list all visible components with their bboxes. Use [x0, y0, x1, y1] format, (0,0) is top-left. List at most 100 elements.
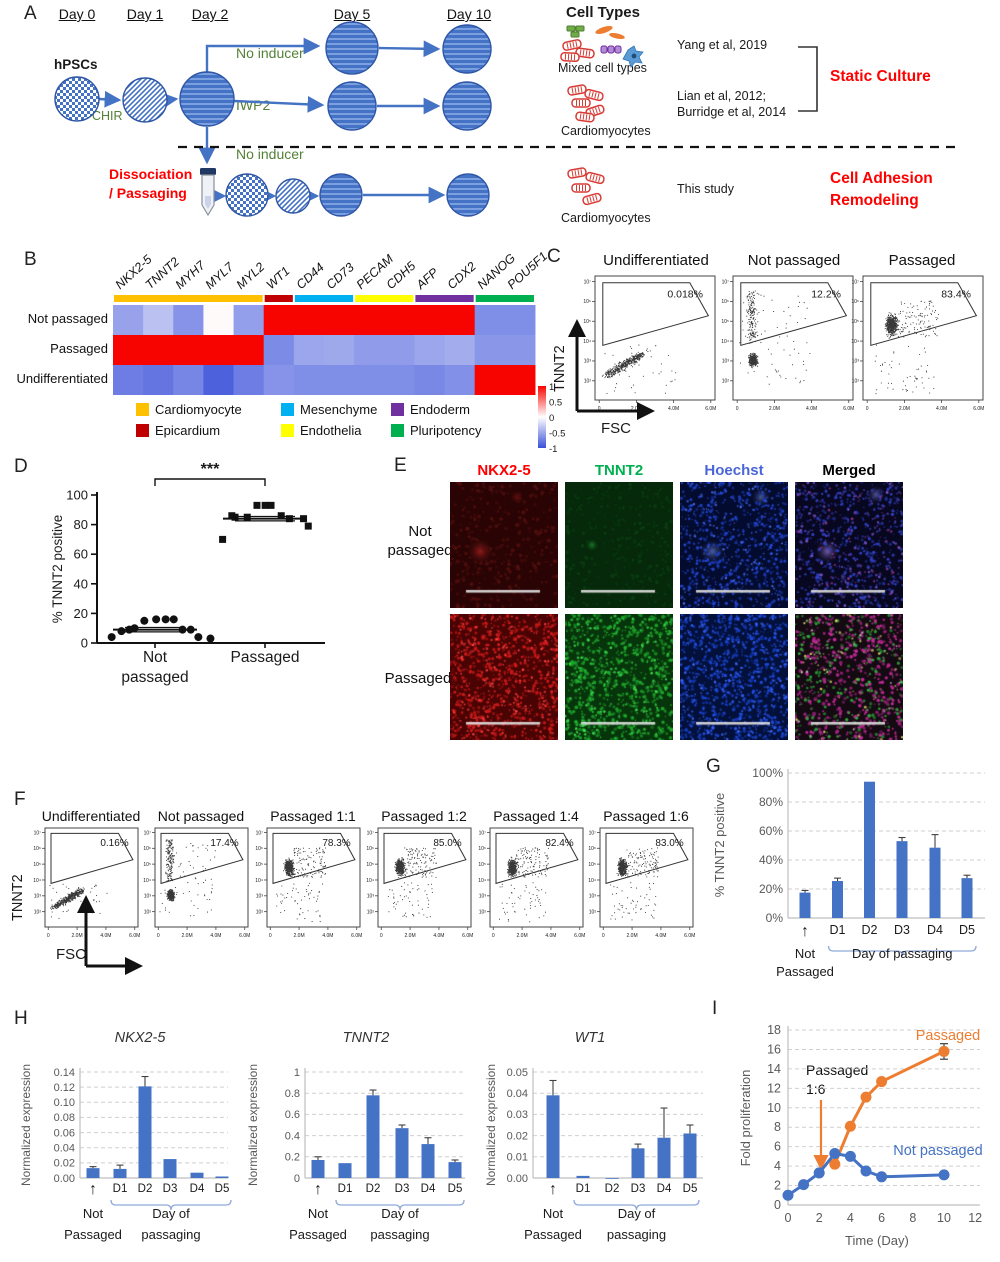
ytick: 0: [294, 1173, 300, 1185]
flow-ytick: 10³: [34, 894, 42, 900]
cell-adhesion-label-1: Cell Adhesion: [830, 170, 933, 187]
flow-ytick: 10⁶: [33, 846, 41, 852]
static-culture-label: Static Culture: [830, 68, 931, 85]
micrograph-passaged-nkx25: [450, 614, 558, 740]
flow-gate: [383, 832, 467, 885]
tube-icon: [200, 168, 216, 217]
heatmap-cell: [263, 335, 295, 365]
panel-label-a: A: [24, 3, 37, 24]
day-1-label: Day 1: [126, 6, 164, 22]
data-point: [169, 615, 178, 624]
e-row2-passaged: Passaged: [384, 670, 452, 687]
d-ytick: 100: [66, 488, 88, 503]
flow-ytick: 10⁷: [852, 279, 860, 285]
heatmap-category-band: [114, 295, 263, 302]
ytick: 0.14: [54, 1067, 75, 1079]
xtick-label: D2: [366, 1183, 381, 1195]
heatmap-cell: [414, 305, 446, 335]
flow-ytick: 10⁷: [722, 279, 730, 285]
colorbar-tick: 1: [549, 382, 554, 393]
flow-xtick: 0: [157, 933, 160, 939]
flow-ytick: 10⁴: [33, 878, 41, 884]
heatmap-cell: [354, 335, 385, 365]
heatmap-cell: [444, 335, 476, 365]
flow-ytick: 10⁷: [584, 279, 592, 285]
colorbar-tick: 0.5: [549, 398, 562, 409]
data-point: [194, 633, 203, 642]
data-point: [876, 1171, 888, 1183]
data-point: [206, 634, 215, 643]
data-point: [161, 615, 170, 624]
chir-label: CHIR: [92, 109, 123, 123]
legend-swatch-cardiomyocyte: [136, 403, 149, 416]
cardiomyocyte-icon: [560, 51, 580, 63]
xtick-label: D4: [190, 1183, 205, 1195]
flow-ytick: 10²: [589, 909, 597, 915]
cell-types-title: Cell Types: [566, 4, 640, 21]
barchart-H3: 0.00 0.01 0.02 0.03 0.04 0.05 ↑ D1 D2 D3 D4 D5 Not Pa…: [484, 1064, 703, 1242]
ylabel: % TNNT2 positive: [712, 793, 727, 898]
xtick-label: D5: [959, 923, 975, 937]
barchart-H1: 0.00 0.02 0.04 0.06 0.08 0.10 0.12 0.14 ↑ D1 D2 D3 D…: [19, 1064, 232, 1242]
bar: [683, 1133, 697, 1178]
xlabel: Time (Day): [845, 1233, 909, 1248]
flow-scatter-cloud: [601, 344, 677, 394]
flow-ytick: 10²: [34, 909, 42, 915]
ytick: 12: [767, 1081, 781, 1095]
legend-swatch-endoderm: [391, 403, 404, 416]
bar: [163, 1159, 177, 1178]
xtick-label: D1: [576, 1183, 591, 1195]
heatmap-category-band: [264, 295, 293, 302]
flow-xtick: 4.0M: [210, 933, 221, 939]
flow-ytick: 10⁶: [721, 299, 729, 305]
flow-xtick: 2.0M: [769, 406, 780, 412]
flow-xtick: 2.0M: [627, 933, 638, 939]
d-ytick: 0: [81, 636, 88, 651]
heatmap-colorbar: [538, 386, 546, 448]
day-10-label: Day 10: [446, 6, 492, 22]
ylabel: Fold proliferation: [738, 1070, 753, 1167]
data-point: [228, 512, 236, 520]
flow-gate: [495, 832, 579, 885]
flow-gate: [605, 832, 689, 885]
flow-ytick: 10²: [256, 909, 264, 915]
no-inducer-bottom-label: No inducer: [236, 146, 304, 162]
flow-c-title-3: Passaged: [888, 252, 956, 269]
ytick: 0.10: [54, 1097, 75, 1109]
data-point: [267, 501, 275, 509]
flow-ytick: 10⁴: [583, 339, 591, 345]
heatmap-cell: [444, 305, 476, 335]
heatmap-cell: [323, 305, 355, 335]
ytick: 0.04: [507, 1088, 528, 1100]
flow-xtick: 0: [598, 406, 601, 412]
heatmap-cell: [143, 305, 174, 335]
cardiomyocyte-icon: [575, 47, 595, 59]
flow-c-xlabel: FSC: [601, 420, 631, 437]
heatmap-cell: [354, 365, 385, 395]
dissociation-label-1: Dissociation: [109, 166, 193, 182]
heatmap-cell: [384, 335, 415, 365]
ytick: 18: [767, 1023, 781, 1037]
heatmap-category-band: [294, 295, 354, 302]
ytick: 0.12: [54, 1082, 75, 1094]
flow-ytick: 10³: [589, 894, 597, 900]
flow-f-title-5: Passaged 1:4: [493, 808, 579, 824]
ylabel: Normalized expression: [19, 1064, 33, 1186]
e-channel-hoechst: Hoechst: [704, 462, 764, 479]
ytick: 0.02: [507, 1130, 528, 1142]
xtick-label: D2: [138, 1183, 153, 1195]
legend-label-pluripotency: Pluripotency: [410, 423, 482, 438]
e-channel-nkx25: NKX2-5: [477, 462, 531, 479]
flow-xtick: 0: [47, 933, 50, 939]
flow-ytick: 10⁷: [256, 830, 264, 836]
citation-lian: Lian et al, 2012;: [677, 89, 766, 103]
d-ylabel: % TNNT2 positive: [50, 515, 65, 624]
panelC-flow: 10⁷ 10⁶ 10⁵ 10⁴ 10³ 10² 0 2.0M 4.0M 6.0M 0.018% 10⁷…: [568, 275, 984, 420]
ytick: 6: [774, 1140, 781, 1154]
significance-stars: ***: [201, 461, 220, 478]
micrograph-passaged-hoechst: [680, 614, 788, 740]
hpscs-label: hPSCs: [54, 57, 98, 72]
flow-f-xlabel: FSC: [56, 946, 86, 963]
flow-ytick: 10³: [852, 359, 860, 365]
